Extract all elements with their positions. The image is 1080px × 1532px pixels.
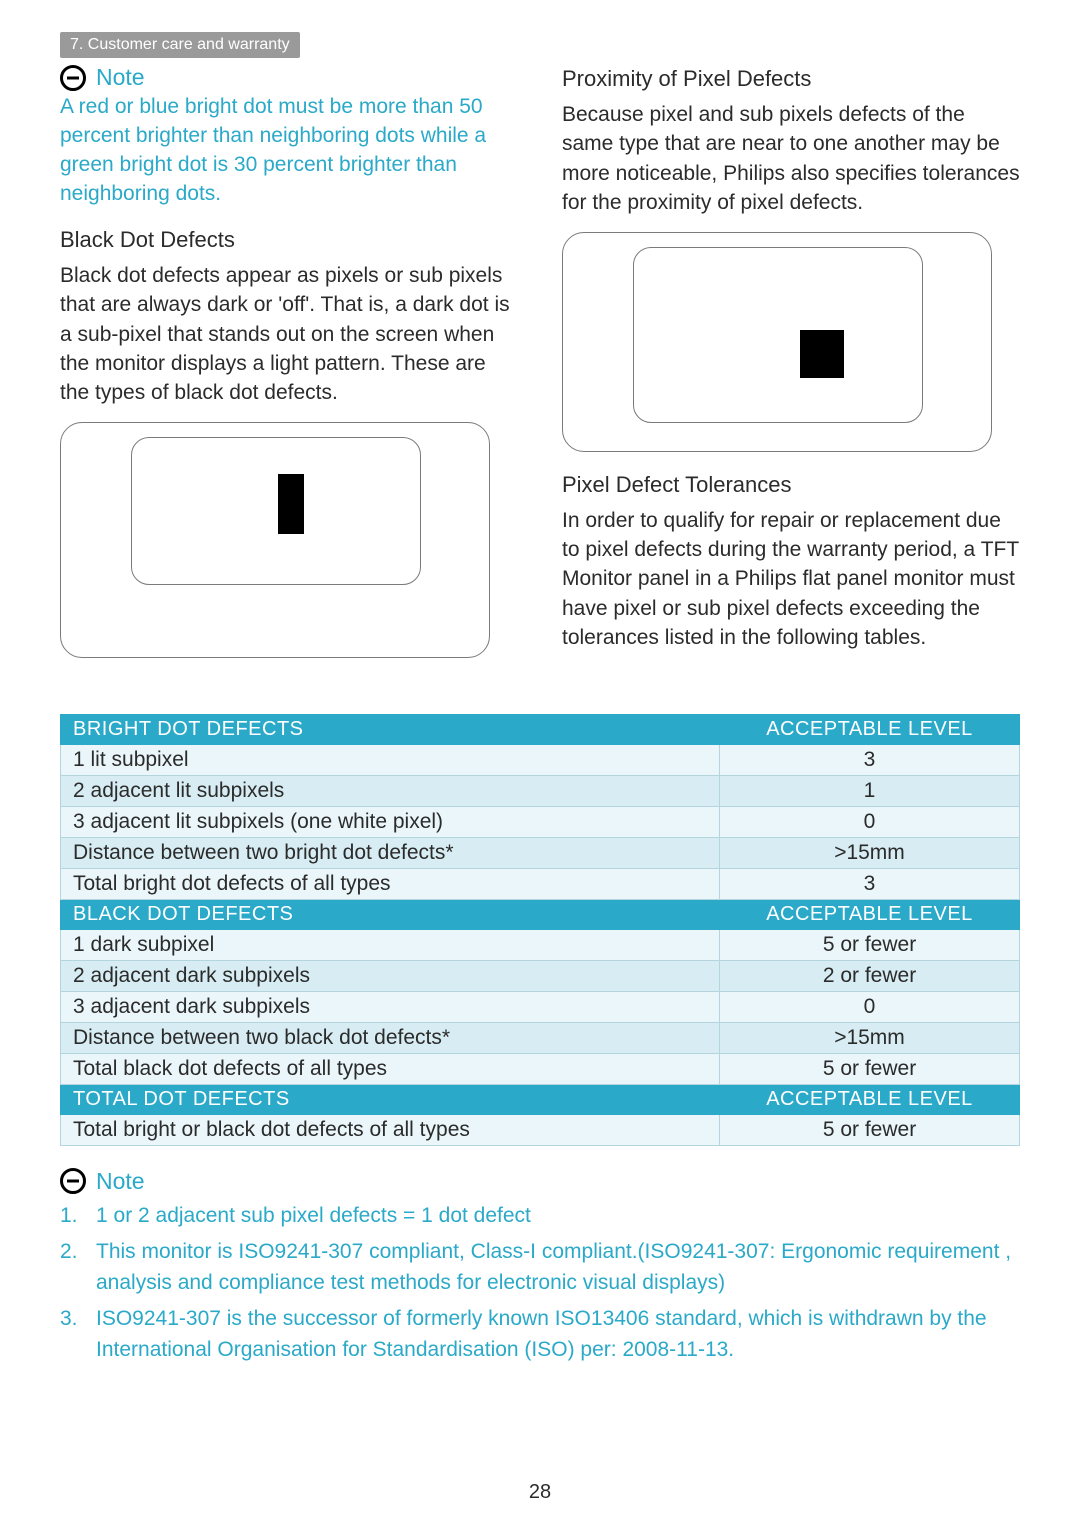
tolerances-heading: Pixel Defect Tolerances: [562, 472, 1020, 498]
table-cell: >15mm: [720, 1022, 1020, 1053]
table-cell: 1 lit subpixel: [61, 744, 720, 775]
diagram-black-dot: [278, 474, 304, 534]
footnote-item: 3.ISO9241-307 is the successor of former…: [60, 1304, 1020, 1365]
table-header: TOTAL DOT DEFECTS: [61, 1084, 720, 1114]
right-column: Proximity of Pixel Defects Because pixel…: [562, 60, 1020, 658]
table-cell: 3: [720, 744, 1020, 775]
table-cell: 5 or fewer: [720, 1053, 1020, 1084]
note-label: Note: [96, 64, 145, 91]
black-dot-diagram: [60, 422, 490, 658]
table-cell: 1 dark subpixel: [61, 929, 720, 960]
diagram-black-dot: [800, 330, 844, 378]
diagram-screen: [131, 437, 421, 585]
footnote-item: 2.This monitor is ISO9241-307 compliant,…: [60, 1237, 1020, 1298]
tolerances-body: In order to qualify for repair or replac…: [562, 506, 1020, 653]
table-header: ACCEPTABLE LEVEL: [720, 1084, 1020, 1114]
table-header: ACCEPTABLE LEVEL: [720, 714, 1020, 744]
tolerance-tables: BRIGHT DOT DEFECTS ACCEPTABLE LEVEL 1 li…: [60, 714, 1020, 1146]
footnote-item: 1.1 or 2 adjacent sub pixel defects = 1 …: [60, 1201, 1020, 1231]
table-cell: 0: [720, 806, 1020, 837]
table-cell: 1: [720, 775, 1020, 806]
table-header: ACCEPTABLE LEVEL: [720, 899, 1020, 929]
table-cell: 0: [720, 991, 1020, 1022]
table-cell: 3 adjacent dark subpixels: [61, 991, 720, 1022]
section-tag: 7. Customer care and warranty: [60, 32, 300, 58]
table-cell: 3 adjacent lit subpixels (one white pixe…: [61, 806, 720, 837]
table-cell: Distance between two bright dot defects*: [61, 837, 720, 868]
table-cell: 2 adjacent lit subpixels: [61, 775, 720, 806]
table-cell: Distance between two black dot defects*: [61, 1022, 720, 1053]
table-cell: Total bright dot defects of all types: [61, 868, 720, 899]
table-cell: 2 adjacent dark subpixels: [61, 960, 720, 991]
note-label: Note: [96, 1168, 145, 1195]
table-cell: Total black dot defects of all types: [61, 1053, 720, 1084]
page-number: 28: [0, 1481, 1080, 1504]
note-icon: [60, 1168, 86, 1194]
proximity-heading: Proximity of Pixel Defects: [562, 66, 1020, 92]
table-cell: 2 or fewer: [720, 960, 1020, 991]
note-text: A red or blue bright dot must be more th…: [60, 93, 518, 209]
black-dot-heading: Black Dot Defects: [60, 227, 518, 253]
bright-dot-table: BRIGHT DOT DEFECTS ACCEPTABLE LEVEL 1 li…: [60, 714, 1020, 1146]
table-header: BRIGHT DOT DEFECTS: [61, 714, 720, 744]
table-cell: Total bright or black dot defects of all…: [61, 1114, 720, 1145]
proximity-body: Because pixel and sub pixels defects of …: [562, 100, 1020, 218]
left-column: Note A red or blue bright dot must be mo…: [60, 60, 518, 658]
table-cell: 5 or fewer: [720, 1114, 1020, 1145]
table-cell: 5 or fewer: [720, 929, 1020, 960]
table-cell: 3: [720, 868, 1020, 899]
black-dot-body: Black dot defects appear as pixels or su…: [60, 261, 518, 408]
note-icon: [60, 65, 86, 91]
footnote-section: Note 1.1 or 2 adjacent sub pixel defects…: [60, 1168, 1020, 1365]
proximity-diagram: [562, 232, 992, 452]
table-cell: >15mm: [720, 837, 1020, 868]
diagram-screen: [633, 247, 923, 423]
table-header: BLACK DOT DEFECTS: [61, 899, 720, 929]
